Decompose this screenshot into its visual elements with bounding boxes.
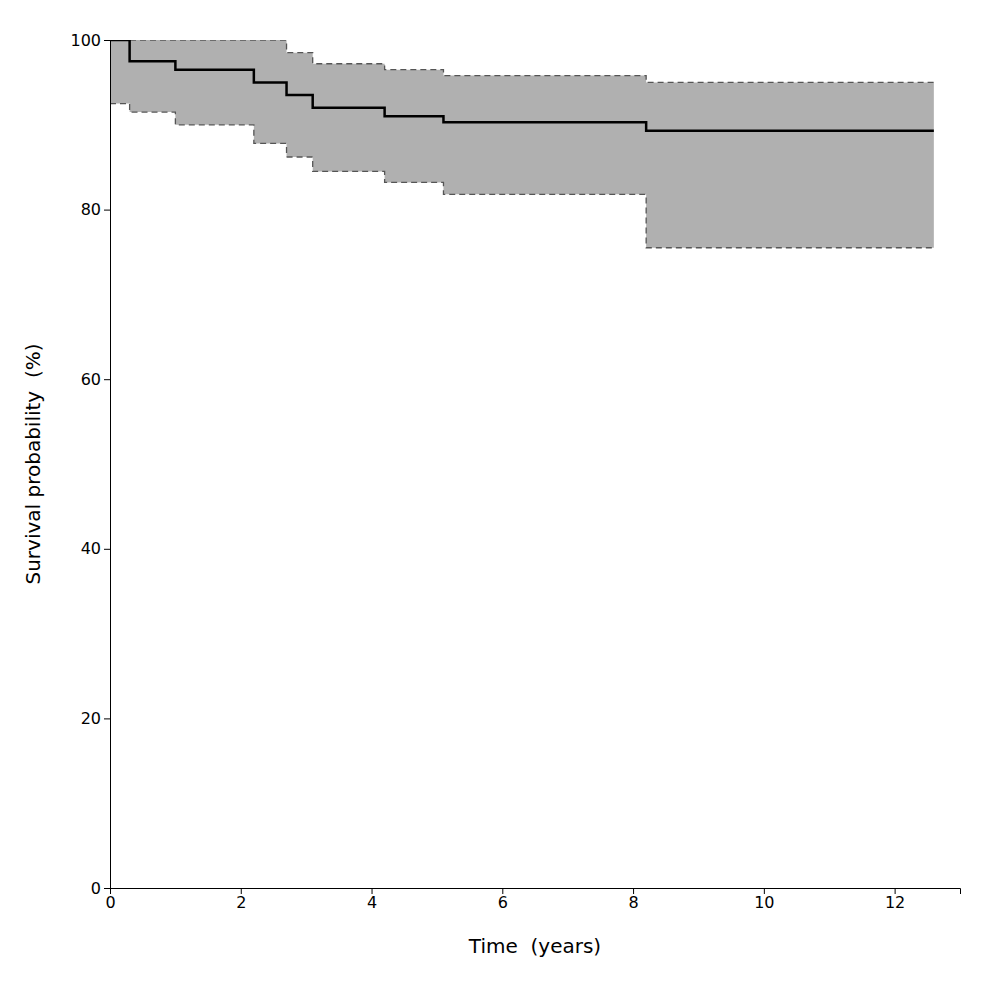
tick-label: 6 <box>498 893 508 912</box>
tick-label: 20 <box>81 709 101 728</box>
tick-label: 80 <box>81 200 101 219</box>
tick-mark <box>104 549 110 550</box>
survival-curve <box>110 40 934 131</box>
tick: 12 <box>885 888 905 912</box>
tick-label: 100 <box>70 31 101 50</box>
marks <box>110 40 934 248</box>
tick: 8 <box>628 888 638 912</box>
tick-label: 60 <box>81 370 101 389</box>
plot: 0 2 4 6 8 10 12 0 20 40 60 80 100 <box>70 31 960 913</box>
tick: 20 <box>81 709 110 728</box>
tick: 10 <box>754 888 774 912</box>
tick: 4 <box>367 888 377 912</box>
tick-mark <box>104 210 110 211</box>
y-axis: 0 20 40 60 80 100 <box>70 31 110 898</box>
tick-label: 0 <box>91 879 101 898</box>
tick-label: 8 <box>628 893 638 912</box>
tick-label: 12 <box>885 893 905 912</box>
x-axis-title: Time (years) <box>468 934 601 958</box>
tick-label: 2 <box>236 893 246 912</box>
tick-mark <box>104 718 110 719</box>
ci-line <box>110 104 934 248</box>
axis-line <box>104 41 111 889</box>
tick-mark <box>104 888 110 889</box>
y-axis-title: Survival probability (%) <box>21 343 45 584</box>
tick-label: 4 <box>367 893 377 912</box>
chart: 0 2 4 6 8 10 12 0 20 40 60 80 100 Time (years) Surviva… <box>0 0 1000 988</box>
tick-mark <box>104 379 110 380</box>
tick-mark <box>104 40 110 41</box>
tick: 0 <box>91 879 110 898</box>
tick: 100 <box>70 31 110 50</box>
tick: 2 <box>236 888 246 912</box>
tick: 60 <box>81 370 110 389</box>
tick-label: 10 <box>754 893 774 912</box>
ci-line <box>110 40 934 82</box>
tick: 0 <box>105 888 115 912</box>
tick-label: 40 <box>81 539 101 558</box>
tick: 80 <box>81 200 110 219</box>
x-axis: 0 2 4 6 8 10 12 <box>105 888 960 912</box>
tick: 6 <box>498 888 508 912</box>
ci-band <box>110 40 934 248</box>
tick-label: 0 <box>105 893 115 912</box>
tick: 40 <box>81 539 110 558</box>
